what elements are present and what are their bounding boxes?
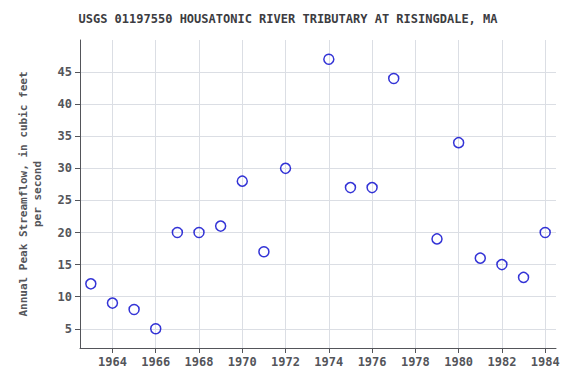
svg-text:20: 20 bbox=[58, 226, 72, 240]
svg-text:1984: 1984 bbox=[531, 355, 560, 369]
svg-text:1968: 1968 bbox=[185, 355, 214, 369]
svg-text:1978: 1978 bbox=[401, 355, 430, 369]
svg-text:5: 5 bbox=[65, 322, 72, 336]
svg-text:1966: 1966 bbox=[141, 355, 170, 369]
svg-text:per second: per second bbox=[31, 161, 44, 227]
svg-text:25: 25 bbox=[58, 193, 72, 207]
svg-text:1970: 1970 bbox=[228, 355, 257, 369]
svg-text:1980: 1980 bbox=[444, 355, 473, 369]
svg-text:40: 40 bbox=[58, 97, 72, 111]
svg-text:1976: 1976 bbox=[358, 355, 387, 369]
svg-text:45: 45 bbox=[58, 65, 72, 79]
svg-text:30: 30 bbox=[58, 161, 72, 175]
svg-text:USGS 01197550 HOUSATONIC RIVER: USGS 01197550 HOUSATONIC RIVER TRIBUTARY… bbox=[78, 12, 498, 26]
svg-text:1982: 1982 bbox=[487, 355, 516, 369]
svg-text:10: 10 bbox=[58, 290, 72, 304]
svg-text:1974: 1974 bbox=[314, 355, 343, 369]
svg-text:35: 35 bbox=[58, 129, 72, 143]
svg-text:15: 15 bbox=[58, 258, 72, 272]
svg-text:1972: 1972 bbox=[271, 355, 300, 369]
svg-text:1964: 1964 bbox=[98, 355, 127, 369]
svg-text:Annual Peak Streamflow, in cub: Annual Peak Streamflow, in cubic feet bbox=[17, 71, 30, 316]
